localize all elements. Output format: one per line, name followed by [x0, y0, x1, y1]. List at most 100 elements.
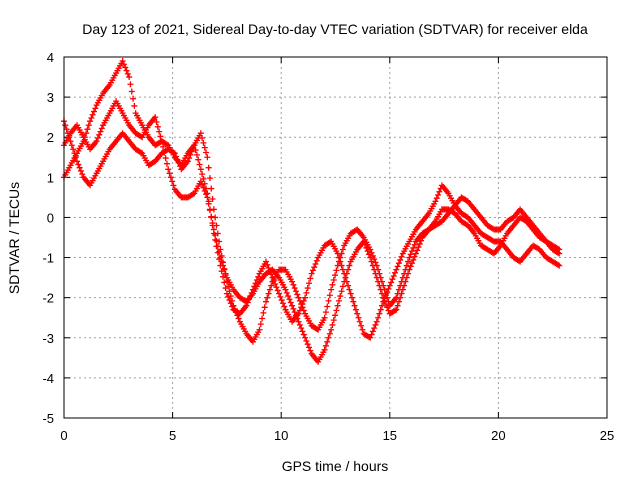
data-point-marker: [190, 191, 197, 198]
data-point-marker: [339, 283, 346, 290]
data-point-marker: [304, 341, 311, 348]
data-point-marker: [190, 145, 197, 152]
data-point-marker: [162, 155, 169, 162]
data-point-marker: [229, 297, 236, 304]
data-point-marker: [397, 282, 404, 289]
data-point-marker: [210, 206, 217, 213]
data-point-marker: [346, 262, 353, 269]
data-series: [61, 58, 563, 365]
data-point-marker: [307, 347, 314, 354]
data-point-marker: [410, 244, 417, 251]
data-point-marker: [395, 260, 402, 267]
y-tick-label: 2: [47, 130, 54, 145]
data-point-marker: [170, 182, 177, 189]
data-point-marker: [74, 158, 81, 165]
data-point-marker: [304, 285, 311, 292]
data-point-marker: [64, 130, 71, 137]
data-point-marker: [274, 287, 281, 294]
plot-area-frame: [63, 56, 608, 419]
data-point-marker: [212, 214, 219, 221]
data-point-marker: [299, 328, 306, 335]
data-point-marker: [399, 274, 406, 281]
data-point-marker: [373, 318, 380, 325]
x-tick-label: 25: [600, 428, 614, 443]
data-point-marker: [346, 286, 353, 293]
data-point-marker: [372, 321, 379, 328]
data-point-marker: [405, 258, 412, 265]
data-point-marker: [367, 334, 374, 341]
data-point-marker: [385, 285, 392, 292]
data-point-marker: [153, 118, 160, 125]
y-tick-label: -1: [42, 251, 54, 266]
data-point-marker: [94, 135, 101, 142]
data-point-marker: [302, 294, 309, 301]
data-point-marker: [334, 262, 341, 269]
data-point-marker: [281, 303, 288, 310]
data-point-marker: [197, 178, 204, 185]
data-point-marker: [368, 331, 375, 338]
data-point-marker: [371, 256, 378, 263]
data-point-marker: [166, 170, 173, 177]
data-point-marker: [347, 290, 354, 297]
data-point-marker: [332, 272, 339, 279]
data-point-marker: [351, 302, 358, 309]
data-point-marker: [204, 154, 211, 161]
data-point-marker: [123, 67, 130, 74]
data-point-marker: [167, 174, 174, 181]
data-point-marker: [345, 282, 352, 289]
data-point-marker: [300, 307, 307, 314]
data-point-marker: [196, 161, 203, 168]
data-point-marker: [218, 258, 225, 265]
data-point-marker: [209, 220, 216, 227]
data-point-marker: [309, 267, 316, 274]
data-point-marker: [71, 150, 78, 157]
data-point-marker: [218, 252, 225, 259]
y-tick-label: -5: [42, 411, 54, 426]
data-point-marker: [393, 266, 400, 273]
data-point-marker: [126, 74, 133, 81]
data-point-marker: [98, 125, 105, 132]
data-point-marker: [290, 305, 297, 312]
data-point-marker: [369, 328, 376, 335]
data-point-marker: [290, 281, 297, 288]
data-point-marker: [328, 326, 335, 333]
data-point-marker: [378, 278, 385, 285]
data-point-marker: [341, 278, 348, 285]
data-point-marker: [372, 259, 379, 266]
data-point-marker: [173, 153, 180, 160]
data-point-marker: [205, 200, 212, 207]
data-point-marker: [394, 302, 401, 309]
data-point-marker: [406, 254, 413, 261]
data-point-marker: [128, 88, 135, 95]
data-point-marker: [199, 135, 206, 142]
data-point-marker: [322, 309, 329, 316]
data-point-marker: [300, 331, 307, 338]
data-point-marker: [195, 156, 202, 163]
data-point-marker: [326, 292, 333, 299]
data-point-marker: [412, 250, 419, 257]
data-point-marker: [312, 260, 319, 267]
data-point-marker: [298, 301, 305, 308]
data-point-marker: [325, 334, 332, 341]
data-point-marker: [330, 317, 337, 324]
data-point-marker: [338, 288, 345, 295]
data-point-marker: [163, 141, 170, 148]
y-tick-label: 0: [47, 210, 54, 225]
x-tick-label: 0: [60, 428, 67, 443]
data-point-marker: [321, 314, 328, 321]
data-point-marker: [72, 154, 79, 161]
data-point-marker: [291, 309, 298, 316]
data-point-marker: [208, 213, 215, 220]
data-point-marker: [295, 294, 302, 301]
data-point-marker: [296, 297, 303, 304]
data-point-marker: [302, 334, 309, 341]
data-point-marker: [380, 282, 387, 289]
data-point-marker: [137, 149, 144, 156]
data-point-marker: [231, 305, 238, 312]
data-point-marker: [554, 245, 561, 252]
data-point-marker: [403, 262, 410, 269]
data-point-marker: [264, 294, 271, 301]
data-point-marker: [369, 252, 376, 259]
data-point-marker: [170, 149, 177, 156]
